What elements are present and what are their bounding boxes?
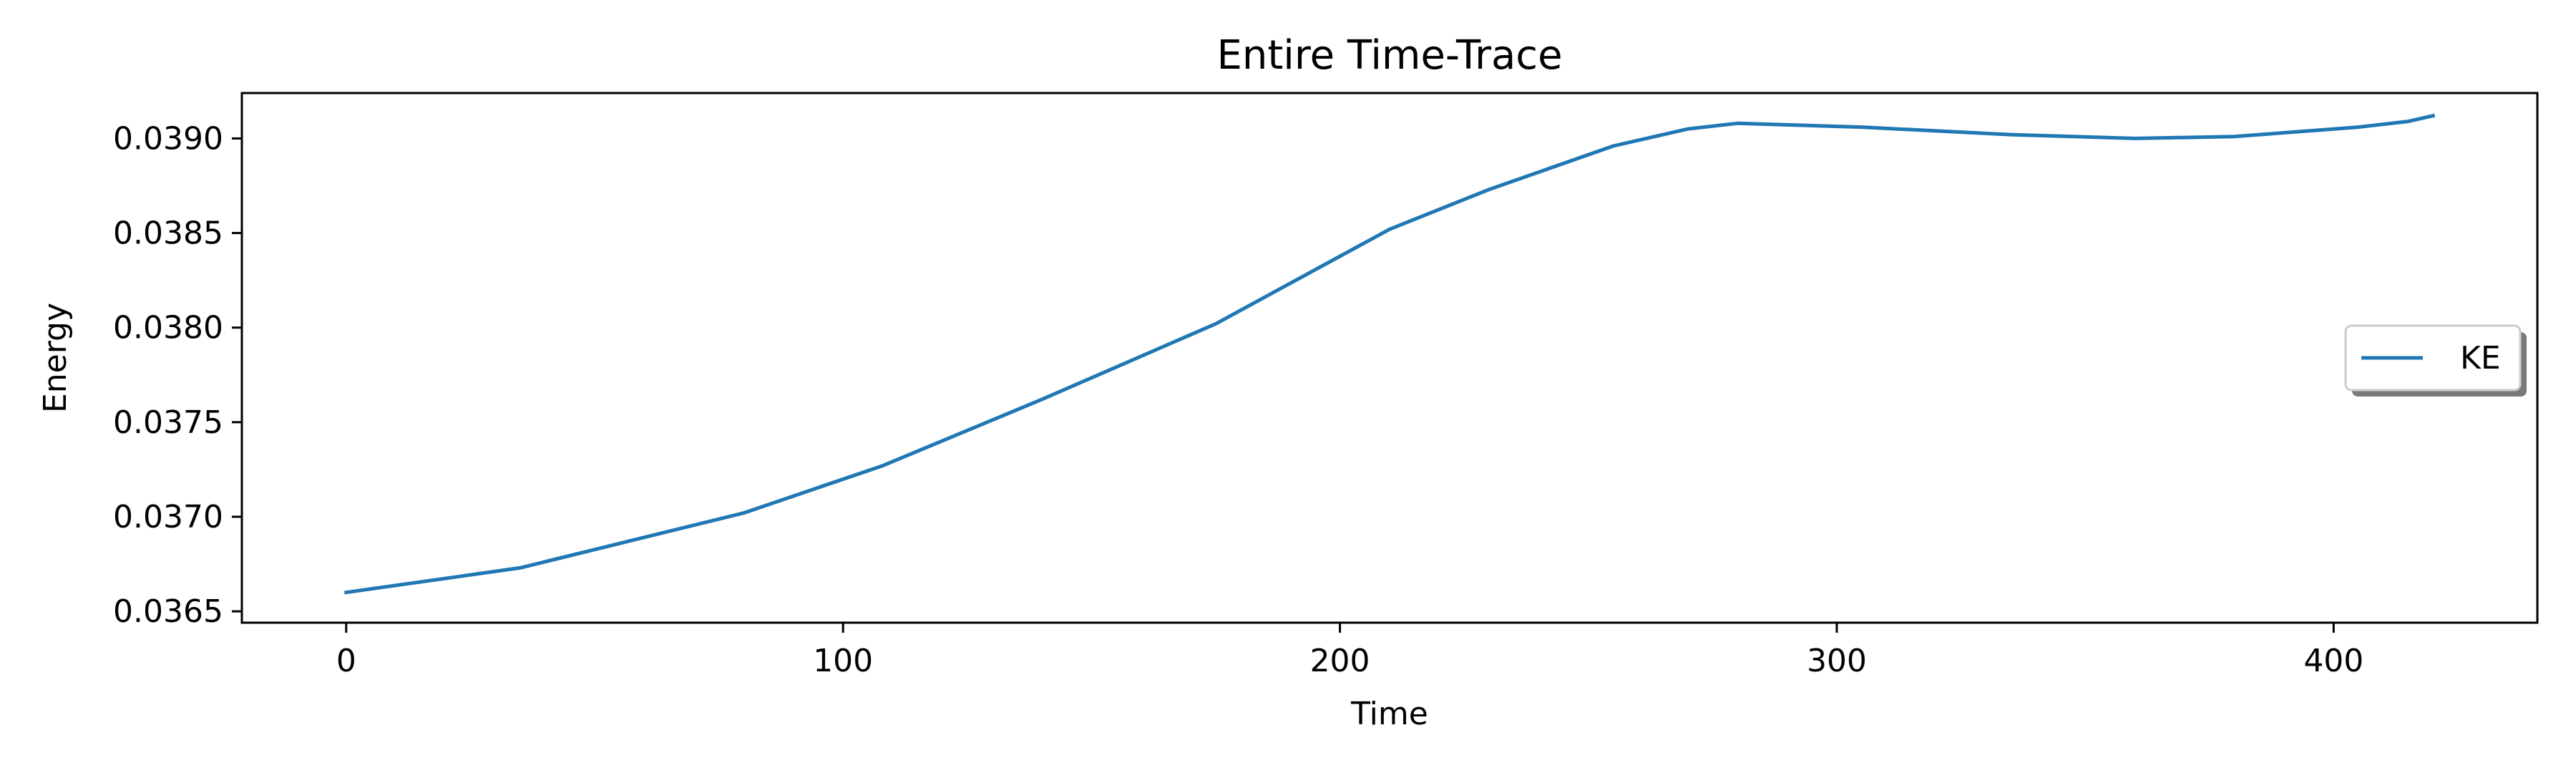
y-tick-label: 0.0370 xyxy=(113,499,223,535)
y-axis-label: Energy xyxy=(37,303,74,413)
legend-box xyxy=(2344,324,2522,392)
y-tick-label: 0.0385 xyxy=(113,215,223,252)
x-tick-label: 400 xyxy=(2303,643,2363,679)
y-tick-label: 0.0365 xyxy=(113,593,223,630)
y-tick-label: 0.0375 xyxy=(113,404,223,441)
plot-area: 0 100 200 300 400 0.0365 0.0370 0.0375 0.0380 0.0… xyxy=(113,92,2539,679)
x-tick-label: 100 xyxy=(813,643,873,679)
y-tick-label: 0.0390 xyxy=(113,120,223,157)
x-tick-label: 0 xyxy=(336,643,356,679)
chart-title: Entire Time-Trace xyxy=(1216,32,1562,79)
axes-frame xyxy=(240,92,2539,624)
x-tick-label: 200 xyxy=(1310,643,1370,679)
series-line-ke xyxy=(343,113,2436,595)
x-tick-label: 300 xyxy=(1807,643,1867,679)
y-tick-label: 0.0380 xyxy=(113,310,223,346)
x-axis-label: Time xyxy=(1350,696,1428,732)
legend-label: KE xyxy=(2460,340,2501,376)
legend: KE xyxy=(2344,324,2527,397)
